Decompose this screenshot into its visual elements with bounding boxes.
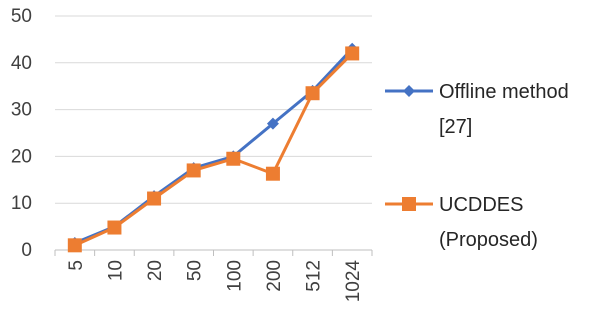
legend-marker [402, 197, 416, 211]
x-tick-label: 10 [105, 260, 126, 281]
y-tick-label: 30 [11, 100, 32, 121]
x-axis: 5 10 20 50 100 200 512 1024 [54, 249, 373, 303]
series-line-0 [74, 47, 354, 245]
data-point [226, 151, 241, 166]
x-tick-label: 200 [264, 260, 285, 292]
x-tick-label: 50 [185, 260, 206, 281]
x-tick-label: 512 [304, 260, 325, 292]
y-tick-label: 10 [11, 193, 32, 214]
legend-label: Offline method [439, 81, 569, 103]
y-tick-label: 40 [11, 53, 32, 74]
data-point [107, 220, 122, 235]
data-point [186, 163, 201, 178]
data-point [147, 191, 162, 206]
data-point [305, 86, 320, 101]
series-line-1 [74, 52, 354, 247]
data-point [265, 166, 280, 181]
data-point [67, 238, 82, 253]
y-tick-label: 50 [11, 6, 32, 27]
legend-label: (Proposed) [439, 229, 538, 251]
legend: Offline method [27] UCDDES (Proposed) [385, 81, 569, 251]
x-tick-label: 1024 [343, 260, 364, 303]
y-axis: 0 10 20 30 40 50 [11, 6, 32, 261]
data-point [266, 117, 279, 130]
y-tick-label: 0 [21, 240, 32, 261]
legend-label: [27] [439, 116, 472, 138]
series-group [67, 42, 360, 253]
y-tick-label: 20 [11, 146, 32, 167]
data-point [345, 46, 360, 61]
legend-label: UCDDES [439, 194, 523, 216]
x-tick-label: 20 [145, 260, 166, 281]
legend-marker [403, 85, 415, 97]
x-tick-label: 5 [66, 260, 87, 271]
gridlines [55, 15, 372, 251]
x-tick-label: 100 [224, 260, 245, 292]
